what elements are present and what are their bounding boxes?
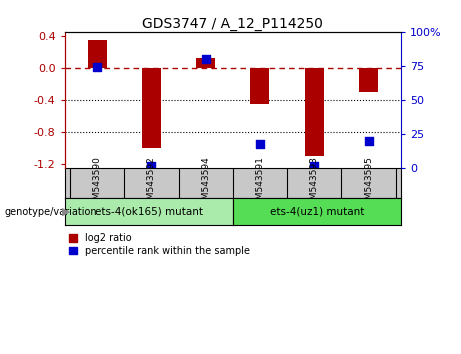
Point	[256, 141, 264, 147]
Bar	[359, 68, 378, 92]
Bar	[250, 68, 269, 104]
Legend: log2 ratio, percentile rank within the sample: log2 ratio, percentile rank within the s…	[70, 233, 250, 256]
Point	[202, 56, 209, 62]
Text: GSM543593: GSM543593	[310, 156, 319, 211]
Text: GSM543595: GSM543595	[364, 156, 373, 211]
Text: ▶: ▶	[62, 206, 71, 217]
Text: GSM543592: GSM543592	[147, 156, 156, 211]
Bar	[196, 58, 215, 68]
Bar	[88, 40, 106, 68]
Text: GSM543594: GSM543594	[201, 156, 210, 211]
Bar	[305, 68, 324, 156]
Text: GSM543591: GSM543591	[255, 156, 265, 211]
Point	[365, 138, 372, 144]
Point	[148, 163, 155, 169]
Point	[311, 163, 318, 169]
Title: GDS3747 / A_12_P114250: GDS3747 / A_12_P114250	[142, 17, 323, 31]
Text: ets-4(uz1) mutant: ets-4(uz1) mutant	[270, 206, 364, 217]
Text: genotype/variation: genotype/variation	[5, 206, 97, 217]
Text: ets-4(ok165) mutant: ets-4(ok165) mutant	[95, 206, 203, 217]
Text: GSM543590: GSM543590	[93, 156, 101, 211]
Bar	[142, 68, 161, 148]
Point	[94, 64, 101, 70]
